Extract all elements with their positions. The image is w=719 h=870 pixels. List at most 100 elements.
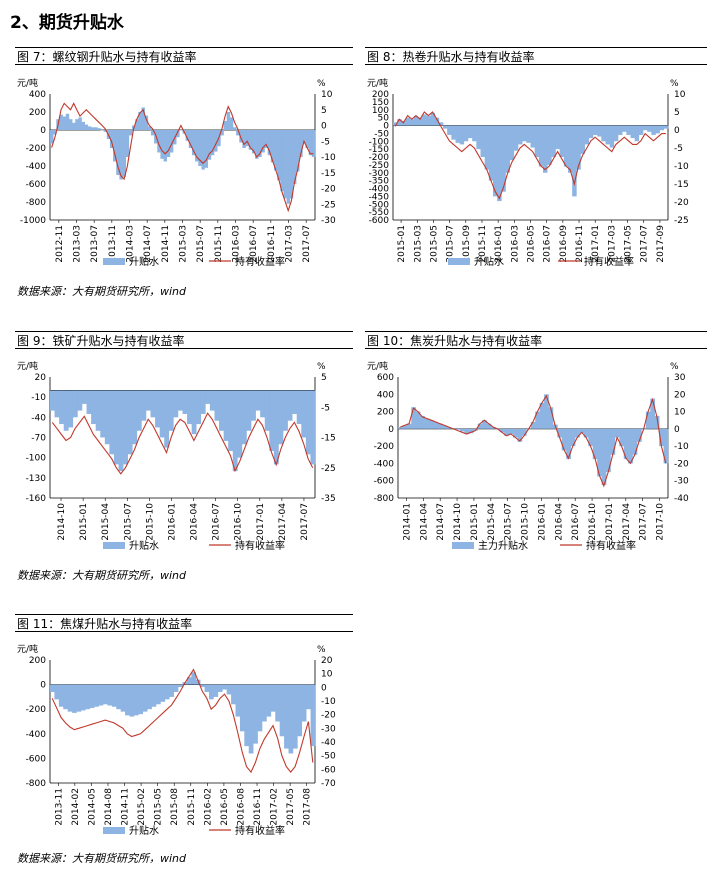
x-tick-label: 2015-04 [487, 503, 497, 541]
basis-bar [119, 130, 123, 180]
basis-bar [310, 684, 316, 747]
basis-bar [468, 125, 473, 139]
basis-bar [75, 119, 79, 130]
basis-bar [597, 428, 602, 477]
basis-bar [430, 112, 435, 126]
basis-bar [517, 428, 523, 442]
basis-bar [530, 125, 535, 148]
basis-bar [118, 390, 124, 472]
x-tick-label: 2015-11 [214, 225, 224, 263]
basis-bar [584, 125, 590, 145]
y-left-tick-label: -600 [26, 754, 47, 764]
basis-bar [269, 390, 275, 451]
y-left-tick-label: -100 [26, 454, 47, 464]
y-left-tick-label: -100 [369, 137, 390, 147]
legend-line-label: 持有收益率 [235, 824, 285, 837]
basis-bar [116, 130, 120, 175]
y-left-tick-label: -130 [26, 474, 47, 484]
y-right-tick-label: 5 [321, 373, 327, 383]
basis-bar [279, 684, 285, 737]
basis-bar [606, 428, 611, 473]
basis-bar [663, 125, 669, 129]
basis-bar [150, 390, 156, 418]
basis-bar [623, 428, 629, 460]
basis-bar [601, 428, 607, 486]
y-right-tick-label: -10 [321, 153, 336, 163]
y-left-tick-label: 200 [29, 656, 46, 666]
basis-bar [308, 130, 313, 156]
basis-bar [283, 390, 288, 431]
basis-bar [650, 398, 656, 429]
basis-bar [405, 117, 410, 126]
basis-bar [226, 112, 231, 130]
basis-bar [80, 684, 86, 711]
basis-bar [426, 116, 431, 126]
basis-bar [100, 390, 106, 438]
y-right-tick-label: -40 [674, 494, 689, 504]
x-tick-label: 2016-11 [267, 225, 277, 263]
basis-bar [464, 428, 470, 435]
legend-line-label: 持有收益率 [584, 255, 634, 268]
chart-panel-fig9: 图 9：铁矿升贴水与持有收益率 元/吨% 20 -10 -40 -70 -100 -130 -… [15, 331, 353, 586]
chart-fig11: 元/吨 % 200 0 -200 -400 -600 -800 20 10 0 -10 -20 -30 -4… [17, 643, 336, 837]
basis-bar [547, 125, 552, 165]
basis-bar [237, 390, 243, 458]
basis-bar [67, 684, 73, 712]
chart-title: 图 9：铁矿升贴水与持有收益率 [15, 331, 353, 349]
basis-bar [539, 402, 545, 429]
basis-bar [231, 684, 236, 705]
x-tick-label: 2017-07 [640, 225, 650, 263]
basis-bar [563, 125, 569, 167]
left-unit-label: 元/吨 [367, 77, 388, 89]
basis-bar [236, 130, 240, 136]
basis-bar [447, 125, 452, 135]
x-tick-label: 2016-01 [537, 503, 547, 541]
y-right-tick-label: 20 [321, 656, 333, 666]
basis-bar [566, 428, 571, 460]
x-tick-label: 2016-10 [234, 503, 244, 541]
x-tick-label: 2017-05 [624, 225, 634, 263]
y-left-tick-label: -200 [369, 153, 390, 163]
basis-bar [277, 130, 281, 181]
chart-title: 图 8：热卷升贴水与持有收益率 [365, 47, 707, 65]
basis-bar [176, 130, 180, 138]
basis-bar [232, 390, 238, 472]
basis-bar [544, 394, 549, 429]
basis-bar [521, 428, 527, 436]
y-right-tick-label: 10 [674, 90, 686, 100]
basis-bar [200, 390, 206, 414]
yield-line [400, 394, 667, 488]
basis-bar [107, 684, 113, 706]
y-left-tick-label: 0 [383, 122, 389, 132]
y-right-tick-label: -10 [674, 162, 689, 172]
y-right-tick-label: -30 [321, 724, 336, 734]
left-unit-label: 元/吨 [367, 360, 388, 372]
basis-bar [84, 124, 89, 130]
x-tick-label: 2014-11 [161, 225, 171, 263]
y-right-tick-label: -35 [321, 494, 336, 504]
basis-bar [138, 684, 144, 715]
basis-bar [65, 113, 70, 130]
basis-bar [147, 126, 152, 130]
basis-bar [643, 125, 648, 131]
basis-bar [242, 130, 246, 148]
basis-bar [613, 125, 619, 142]
basis-bar [142, 684, 148, 712]
x-tick-label: 2017-07 [300, 503, 310, 541]
basis-bar [95, 390, 101, 431]
basis-bar [261, 130, 265, 153]
x-tick-label: 2016-08 [236, 788, 246, 826]
x-tick-label: 2014-03 [126, 225, 136, 263]
basis-bar [201, 130, 205, 170]
basis-bar [286, 130, 291, 204]
basis-bar [85, 684, 91, 710]
basis-bar [428, 420, 434, 429]
basis-bar [188, 130, 193, 148]
x-tick-label: 2016-02 [203, 788, 213, 826]
basis-bar [490, 427, 496, 429]
x-tick-label: 2013-07 [90, 225, 100, 263]
basis-bar [264, 130, 268, 148]
x-tick-label: 2016-03 [232, 225, 242, 263]
legend-bar-swatch [448, 258, 470, 265]
basis-bar [127, 390, 133, 455]
